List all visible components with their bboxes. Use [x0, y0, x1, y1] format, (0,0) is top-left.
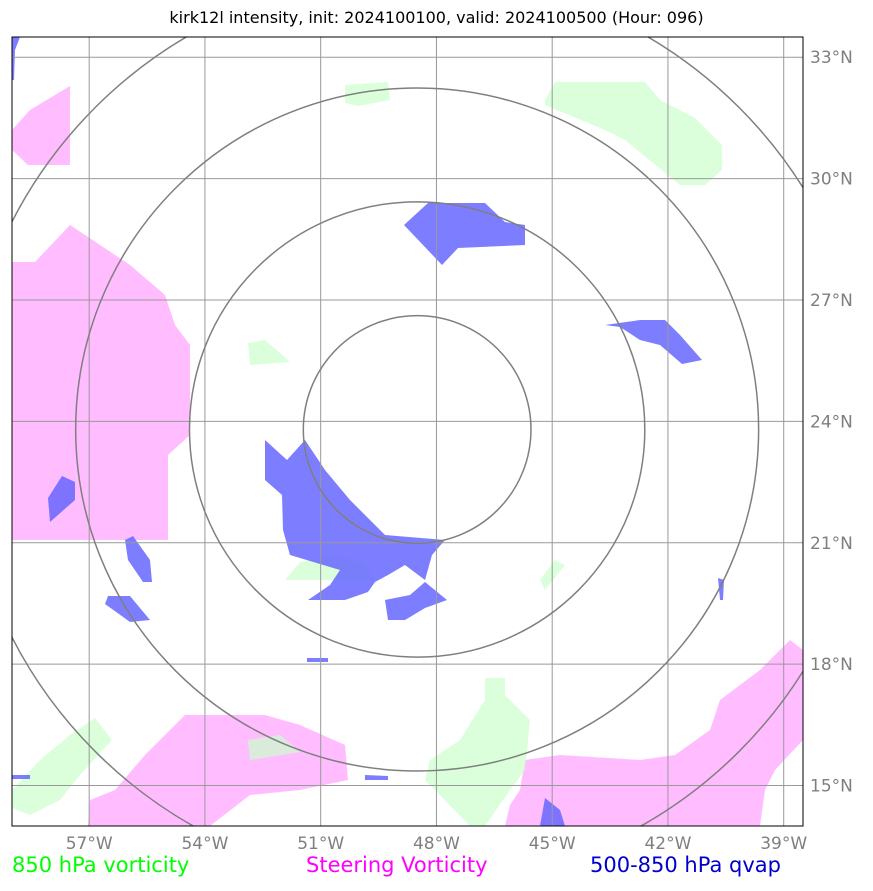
legend-steering-vorticity: Steering Vorticity — [306, 853, 488, 877]
lat-tick-label: 30°N — [810, 170, 853, 190]
vort850-patch — [345, 82, 390, 106]
lon-tick-label: 42°W — [644, 834, 691, 854]
qvap-patch — [48, 476, 75, 522]
range-ring — [188, 201, 646, 658]
vort850-patch — [545, 82, 722, 185]
qvap-patch — [404, 203, 525, 265]
steering-vorticity-patch — [88, 715, 348, 826]
steering-vorticity-layer — [12, 86, 803, 826]
steering-vorticity-patch — [12, 225, 190, 540]
lat-tick-label: 15°N — [810, 777, 853, 797]
lat-tick-label: 18°N — [810, 655, 853, 675]
lat-tick-label: 21°N — [810, 534, 853, 554]
lon-tick-label: 45°W — [529, 834, 576, 854]
latitude-ticks: 33°N 30°N 27°N 24°N 21°N 18°N 15°N — [810, 48, 853, 796]
qvap-patch — [12, 37, 20, 80]
longitude-ticks: 57°W 54°W 51°W 48°W 45°W 42°W 39°W — [66, 834, 808, 854]
lon-tick-label: 48°W — [413, 834, 460, 854]
qvap-patch — [385, 582, 447, 620]
lon-tick-label: 54°W — [181, 834, 228, 854]
lat-tick-label: 24°N — [810, 412, 853, 432]
range-ring — [302, 314, 532, 545]
qvap-patch — [125, 536, 152, 582]
lat-tick-label: 27°N — [810, 291, 853, 311]
range-ring — [74, 87, 760, 772]
lat-tick-label: 33°N — [810, 48, 853, 68]
qvap-patch — [12, 775, 30, 779]
vort850-patch — [425, 678, 530, 826]
qvap-patch — [105, 596, 150, 622]
lon-tick-label: 51°W — [297, 834, 344, 854]
qvap-layer — [12, 37, 724, 826]
legend-vort850: 850 hPa vorticity — [12, 853, 190, 877]
graticule — [12, 37, 803, 826]
map-title: kirk12l intensity, init: 2024100100, val… — [169, 8, 704, 27]
vort850-patch — [248, 735, 300, 760]
legend-qvap: 500-850 hPa qvap — [590, 853, 781, 877]
qvap-patch — [307, 658, 328, 662]
map-frame — [11, 36, 804, 827]
lon-tick-label: 39°W — [760, 834, 807, 854]
qvap-patch — [365, 775, 388, 780]
vort850-patch — [248, 340, 290, 365]
qvap-patch — [605, 320, 702, 364]
qvap-patch — [265, 440, 445, 600]
lon-tick-label: 57°W — [66, 834, 113, 854]
steering-vorticity-patch — [12, 86, 70, 165]
steering-vorticity-patch — [505, 640, 803, 826]
vort850-layer — [12, 82, 722, 826]
